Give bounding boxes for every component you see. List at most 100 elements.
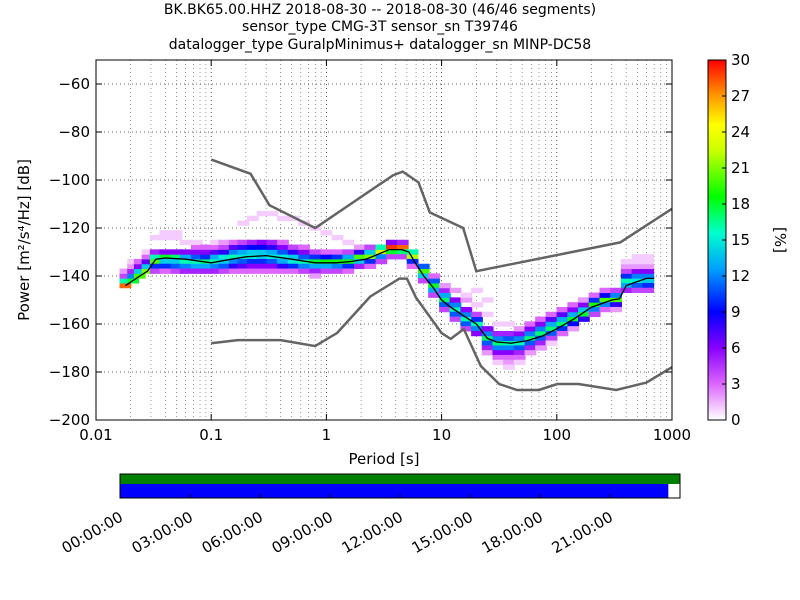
pdf-cell	[149, 254, 162, 260]
pdf-cell	[524, 345, 537, 351]
pdf-cell	[309, 258, 322, 265]
pdf-cell	[406, 263, 419, 270]
pdf-cell	[471, 330, 483, 337]
pdf-cell	[237, 220, 250, 226]
pdf-cell	[190, 258, 203, 265]
pdf-cell	[449, 287, 462, 294]
pdf-cell	[266, 249, 279, 255]
pdf-cell	[331, 263, 344, 270]
pdf-cell	[237, 249, 250, 255]
pdf-cell	[287, 258, 300, 265]
colorbar-tick-label: 15	[731, 231, 750, 249]
pdf-cell	[524, 340, 537, 346]
pdf-cell	[556, 326, 569, 332]
colorbar-tick-label: 9	[731, 303, 741, 321]
pdf-cell	[246, 263, 259, 270]
pdf-cell	[331, 234, 344, 241]
pdf-cell	[228, 258, 241, 265]
pdf-cell	[277, 268, 289, 274]
pdf-cell	[524, 335, 537, 342]
pdf-cell	[588, 292, 601, 298]
pdf-cell	[246, 258, 259, 265]
y-tick-label: −120	[49, 219, 90, 237]
pdf-cell	[179, 268, 192, 274]
pdf-cell	[256, 239, 269, 246]
x-tick-label: 1000	[653, 426, 691, 444]
time-tick-label: 21:00:00	[549, 508, 616, 557]
pdf-cell	[179, 249, 192, 255]
pdf-cell	[556, 311, 569, 318]
pdf-cell	[503, 350, 515, 356]
pdf-cell	[237, 239, 250, 246]
pdf-cell	[190, 254, 203, 260]
colorbar-tick-label: 24	[731, 123, 750, 141]
pdf-cell	[471, 287, 483, 294]
pdf-cell	[309, 263, 322, 270]
pdf-cell	[610, 302, 622, 308]
pdf-cell	[642, 258, 655, 265]
title-line-3: datalogger_type GuralpMinimus+ datalogge…	[168, 37, 592, 53]
pdf-cell	[228, 239, 241, 246]
y-tick-label: −180	[49, 363, 90, 381]
pdf-cell	[218, 254, 231, 260]
data-coverage-bar	[120, 474, 680, 484]
pdf-cell	[190, 244, 203, 250]
pdf-cell	[631, 282, 644, 289]
pdf-cell	[331, 249, 344, 255]
pdf-cell	[492, 330, 505, 337]
pdf-cell	[210, 263, 222, 270]
pdf-cell	[375, 254, 388, 260]
pdf-cell	[385, 249, 398, 255]
pdf-cell	[287, 249, 300, 255]
pdf-cell	[513, 326, 526, 332]
pdf-cell	[133, 258, 146, 265]
pdf-cell	[320, 263, 333, 270]
pdf-cell	[119, 268, 132, 274]
pdf-cell	[266, 268, 279, 274]
pdf-cell	[535, 330, 547, 337]
noise-models	[125, 158, 672, 392]
time-tick-label: 12:00:00	[339, 508, 406, 557]
pdf-cell	[375, 249, 388, 255]
x-tick-label: 0.01	[79, 426, 112, 444]
time-tick-label: 09:00:00	[269, 508, 336, 557]
pdf-cell	[159, 263, 172, 270]
pdf-cell	[631, 254, 644, 260]
pdf-cell	[449, 302, 462, 308]
pdf-cell	[503, 359, 515, 366]
pdf-cell	[218, 244, 231, 250]
pdf-cell	[256, 254, 269, 260]
pdf-cell	[460, 321, 473, 327]
title-line-1: BK.BK65.00.HHZ 2018-08-30 -- 2018-08-30 …	[163, 2, 597, 18]
pdf-cell	[524, 350, 537, 356]
time-tick-label: 15:00:00	[409, 508, 476, 557]
pdf-cell	[218, 239, 231, 246]
pdf-cell	[218, 249, 231, 255]
pdf-cell	[449, 316, 462, 322]
pdf-cell	[535, 326, 547, 332]
pdf-cell	[545, 321, 558, 327]
pdf-cell	[266, 263, 279, 270]
x-tick-label: 10	[432, 426, 451, 444]
pdf-cell	[287, 263, 300, 270]
pdf-cell	[578, 311, 590, 318]
pdf-cell	[320, 249, 333, 255]
pdf-cell	[287, 244, 300, 250]
colorbar-label: [%]	[771, 227, 789, 253]
pdf-cell	[620, 268, 633, 274]
x-axis-ticks: 0.01 0.1 1 10 100 1000	[79, 60, 691, 444]
pdf-cell	[309, 268, 322, 274]
pdf-cell	[218, 268, 231, 274]
pdf-cell	[127, 263, 140, 270]
pdf-cell	[331, 268, 344, 274]
pdf-cell	[460, 316, 473, 322]
pdf-cell	[439, 287, 451, 294]
pdf-cell	[599, 297, 612, 303]
pdf-cell	[320, 268, 333, 274]
pdf-cell	[578, 302, 590, 308]
pdf-cell	[503, 354, 515, 361]
pdf-cell	[141, 249, 154, 255]
pdf-cell	[200, 254, 212, 260]
pdf-cell	[631, 258, 644, 265]
pdf-cell	[492, 354, 505, 361]
